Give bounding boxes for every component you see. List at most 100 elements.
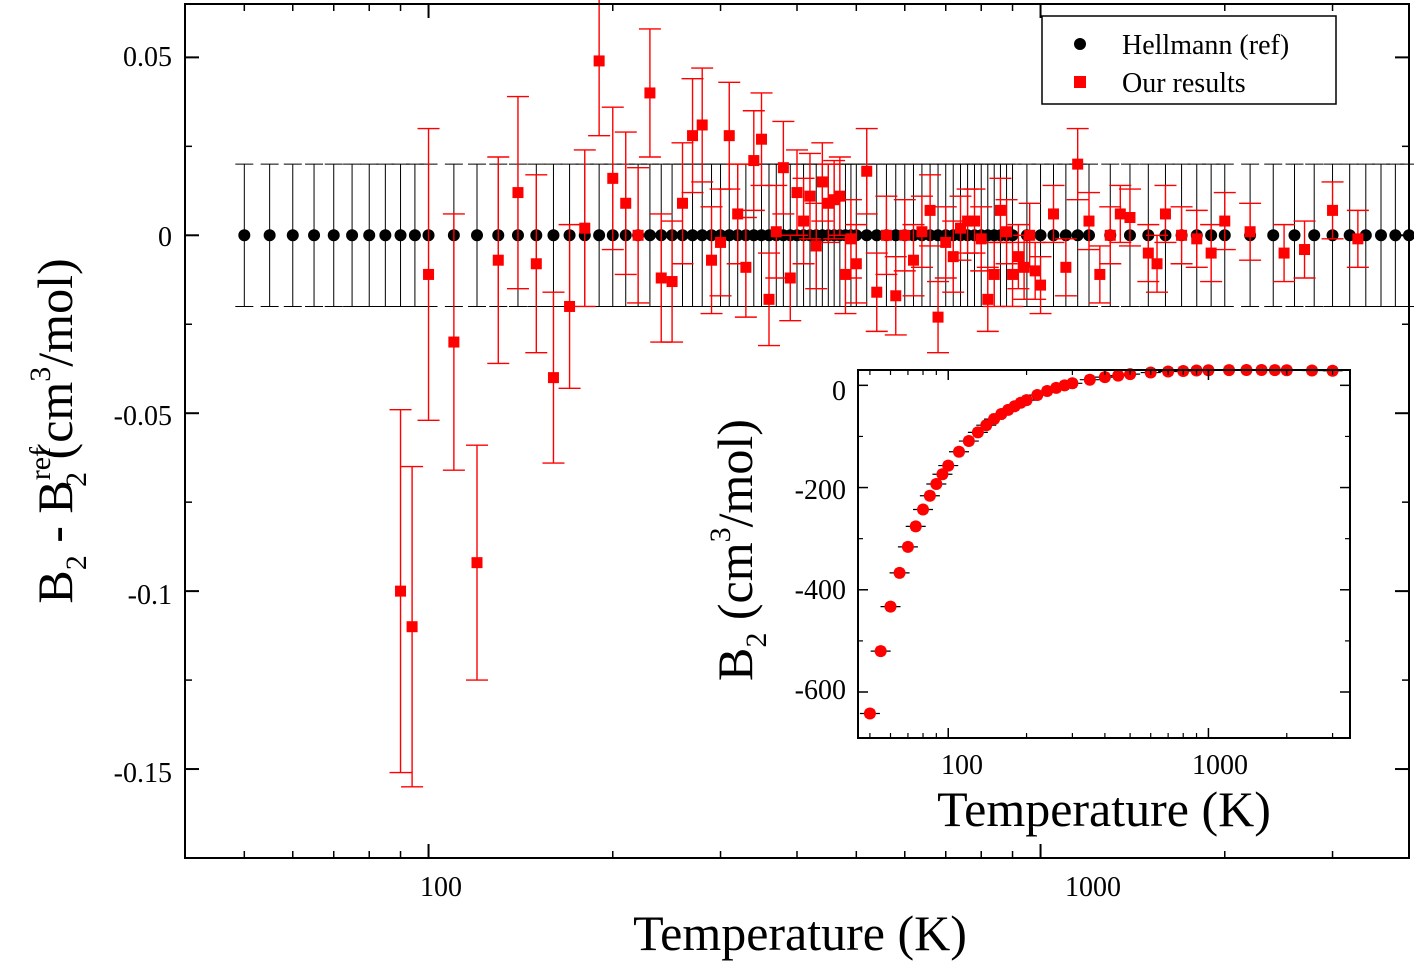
inset-our-result-point-27 [1100,372,1110,382]
reference-point-3 [308,229,321,242]
main-ytick-label-neg0.15: -0.15 [114,758,172,789]
our-result-point-25 [740,261,752,273]
inset-our-result-point-14 [981,420,991,430]
our-result-point-20 [696,119,708,131]
inset-our-result-point-2 [886,602,896,612]
our-results-points [395,55,1364,633]
inset-xtick-label-1000: 1000 [1192,750,1248,781]
reference-point-72 [1034,229,1047,242]
reference-point-92 [1374,229,1387,242]
main-y-title-minus: - B [27,480,83,555]
our-result-point-81 [1205,247,1217,259]
our-result-point-32 [791,187,803,199]
reference-point-5 [346,229,359,242]
our-result-point-82 [1219,215,1231,227]
our-result-point-31 [784,272,796,284]
reference-point-52 [870,229,883,242]
our-result-point-59 [988,268,1000,280]
inset-our-result-point-18 [1010,401,1020,411]
main-xtick-label-1000: 1000 [1065,872,1121,903]
inset-ytick-label-neg400: -400 [795,575,846,606]
inset-plot-frame [857,369,1351,739]
inset-our-result-point-12 [964,436,974,446]
inset-our-result-point-9 [937,469,947,479]
main-y-title-sup: ref [24,447,57,480]
main-xtick-label-100: 100 [420,872,462,903]
our-result-point-44 [871,286,883,298]
reference-point-54 [889,229,902,242]
our-result-point-24 [732,208,744,220]
inset-ytick-label-neg200: -200 [795,475,846,506]
our-result-point-56 [969,215,981,227]
legend-marker-our-results [1074,76,1086,88]
our-result-point-10 [579,222,591,234]
our-result-point-29 [770,226,782,238]
our-result-point-0 [395,585,407,597]
our-result-point-78 [1159,208,1171,220]
our-result-point-33 [798,215,810,227]
reference-point-9 [408,229,421,242]
our-result-point-28 [763,293,775,305]
reference-point-88 [1308,229,1321,242]
inset-our-result-point-5 [911,521,921,531]
our-result-point-49 [916,226,928,238]
inset-our-result-point-21 [1032,390,1042,400]
our-result-point-41 [845,233,857,245]
inset-our-result-point-19 [1016,398,1026,408]
our-result-point-65 [1024,229,1036,241]
our-result-point-51 [932,311,944,323]
our-result-point-23 [723,130,735,142]
main-y-title-unit-close: /mol) [27,258,83,366]
main-plot-frame [184,3,1410,859]
our-result-point-77 [1151,258,1163,270]
inset-our-result-point-20 [1022,395,1032,405]
our-result-point-69 [1060,261,1072,273]
inset-our-result-point-24 [1060,380,1070,390]
our-result-point-67 [1035,279,1047,291]
legend-label-reference: Hellmann (ref) [1122,30,1289,61]
inset-our-result-point-8 [931,479,941,489]
our-result-point-15 [644,87,656,99]
our-result-point-3 [448,336,460,348]
our-result-point-63 [1012,251,1024,263]
inset-our-result-point-25 [1067,378,1077,388]
reference-point-8 [394,229,407,242]
inset-our-result-point-16 [996,409,1006,419]
our-result-point-7 [530,258,542,270]
inset-our-result-point-13 [973,427,983,437]
main-y-title-unit-open: (cm [27,382,83,472]
our-result-point-14 [632,229,644,241]
our-result-point-37 [822,197,834,209]
inset-our-result-point-23 [1051,383,1061,393]
our-result-point-57 [975,233,987,245]
our-result-point-2 [423,268,435,280]
main-ytick-label-0.05: 0.05 [123,42,172,73]
our-result-point-21 [706,254,718,266]
reference-point-0 [238,229,251,242]
our-result-point-52 [940,236,952,248]
our-result-point-86 [1327,204,1339,216]
our-result-point-5 [492,254,504,266]
our-result-point-47 [899,229,911,241]
our-result-point-72 [1094,268,1106,280]
reference-point-12 [470,229,483,242]
our-result-point-26 [748,155,760,167]
inset-our-result-point-11 [954,447,964,457]
legend-marker-reference [1074,38,1086,50]
main-x-axis-title: Temperature (K) [633,905,967,961]
our-result-point-74 [1114,208,1126,220]
our-result-point-40 [839,268,851,280]
inset-ytick-label-0: 0 [832,376,846,407]
our-result-point-6 [512,187,524,199]
our-result-point-50 [924,204,936,216]
our-result-point-4 [471,557,483,569]
inset-our-result-point-22 [1042,386,1052,396]
reference-point-23 [643,229,656,242]
our-result-point-17 [666,276,678,288]
our-result-point-54 [955,222,967,234]
inset-background [858,370,1350,738]
inset-our-result-point-4 [903,542,913,552]
legend-box [1041,15,1337,105]
main-ytick-label-neg0.1: -0.1 [128,580,172,611]
